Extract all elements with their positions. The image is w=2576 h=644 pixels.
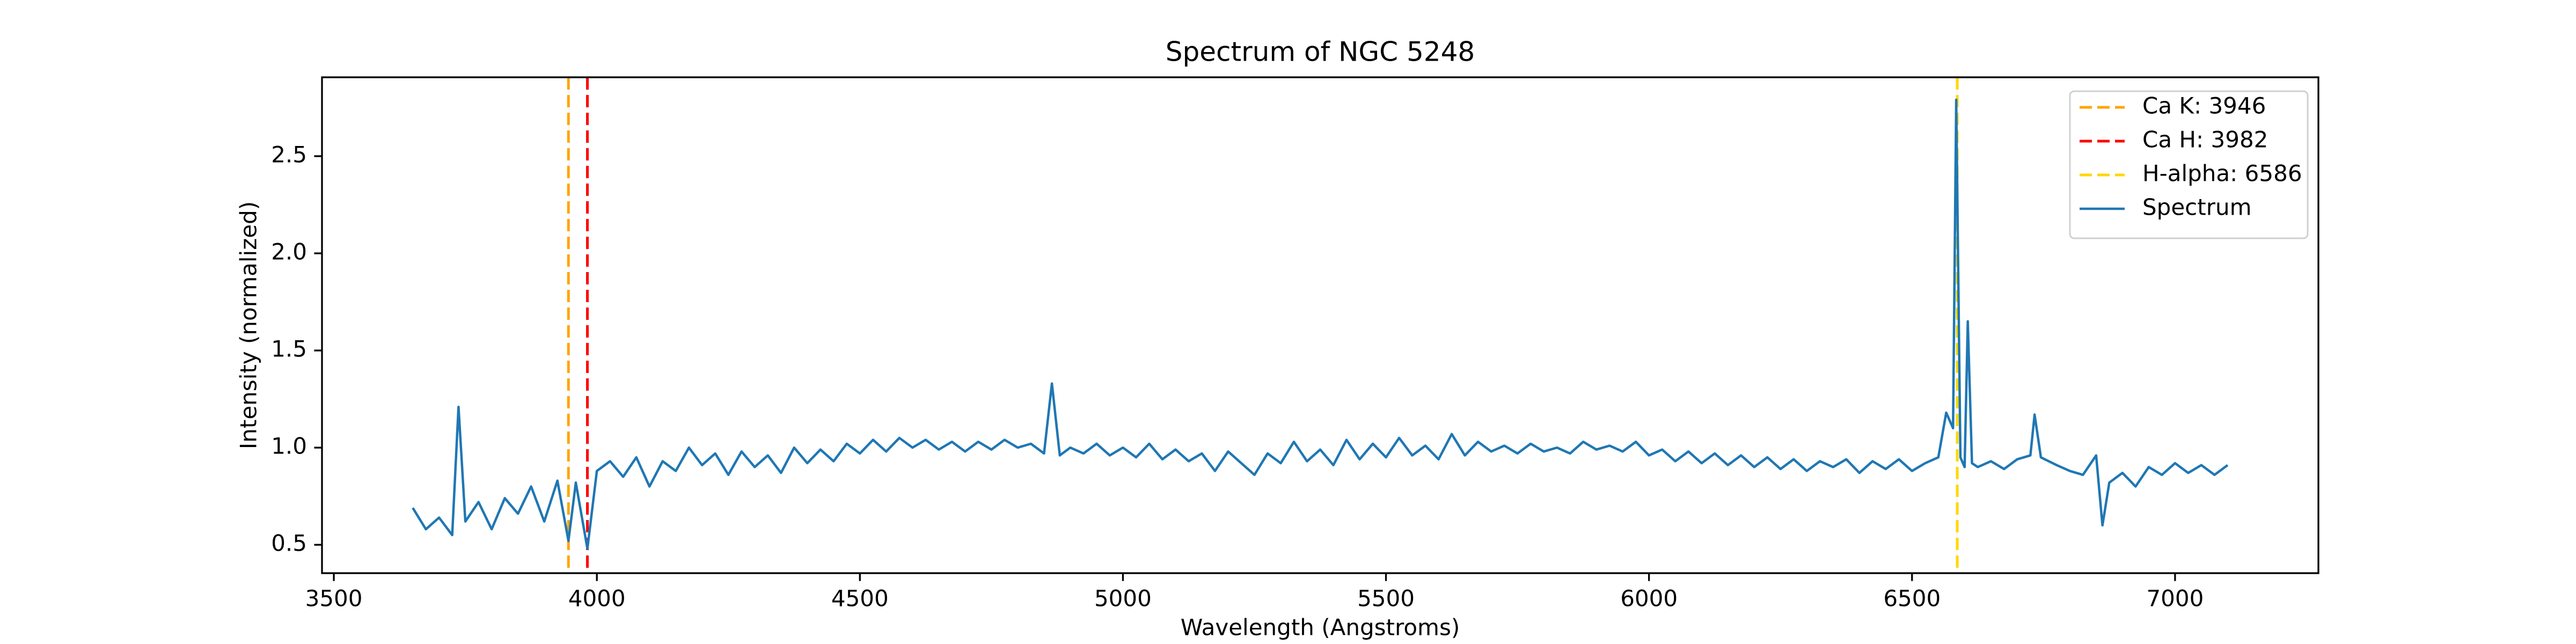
x-tick-label: 6000 xyxy=(1620,586,1678,612)
x-tick-label: 5500 xyxy=(1357,586,1415,612)
y-tick-label: 2.0 xyxy=(271,239,307,265)
y-tick-label: 0.5 xyxy=(271,530,307,557)
y-tick-label: 2.5 xyxy=(271,142,307,168)
x-tick-label: 5000 xyxy=(1094,586,1152,612)
x-tick-label: 7000 xyxy=(2146,586,2204,612)
x-axis-label: Wavelength (Angstroms) xyxy=(1181,614,1460,641)
legend-label: H-alpha: 6586 xyxy=(2142,160,2302,187)
chart-title: Spectrum of NGC 5248 xyxy=(1166,36,1475,68)
x-tick-label: 3500 xyxy=(305,586,363,612)
line xyxy=(412,98,2229,550)
x-tick-label: 6500 xyxy=(1883,586,1941,612)
legend-box xyxy=(2069,90,2309,239)
x-tick-label: 4500 xyxy=(831,586,889,612)
x-tick-label: 4000 xyxy=(568,586,626,612)
legend-label: Ca H: 3982 xyxy=(2142,127,2268,153)
y-axis-label: Intensity (normalized) xyxy=(236,201,262,449)
y-tick-label: 1.0 xyxy=(271,433,307,459)
legend-label: Ca K: 3946 xyxy=(2142,93,2266,119)
legend-label: Spectrum xyxy=(2142,194,2252,221)
plot-frame xyxy=(321,76,2319,574)
y-tick-label: 1.5 xyxy=(271,336,307,362)
